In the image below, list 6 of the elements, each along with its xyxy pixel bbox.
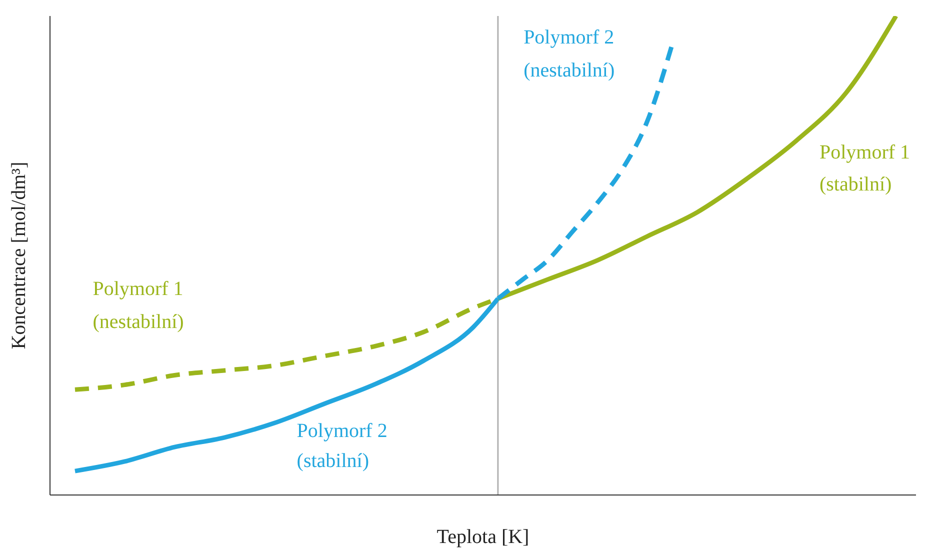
series-label: Polymorf 2 (stabilní) [296,420,388,472]
y-axis-title: Koncentrace [mol/dm³] [8,162,30,350]
text: Polymorf 1 (nestabilní) [92,278,184,333]
series-label: Polymorf 1 (stabilní) [819,142,910,196]
text: Polymorf 2 (nestabilní) [524,26,615,82]
x-axis-title: Teplota [K] [436,526,530,548]
